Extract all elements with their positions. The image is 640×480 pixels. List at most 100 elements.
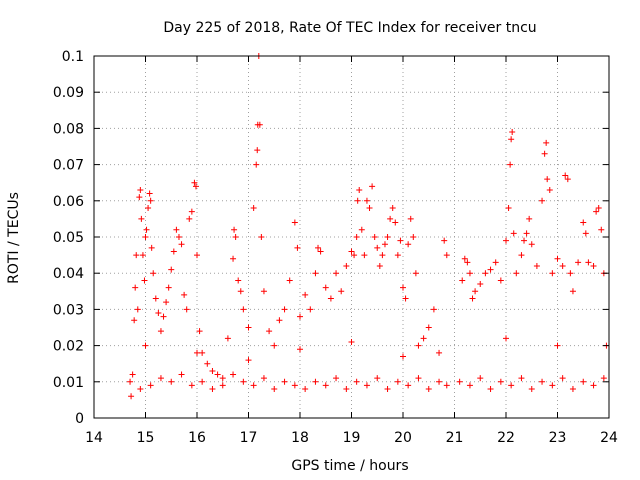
x-tick-label: 16 [188, 430, 206, 446]
data-point [590, 262, 597, 269]
data-point [351, 252, 358, 259]
data-point [523, 230, 530, 237]
data-point [194, 349, 200, 356]
data-point [204, 360, 211, 367]
data-point [392, 219, 399, 226]
data-point [175, 234, 182, 240]
data-point [356, 186, 363, 193]
data-point [554, 342, 561, 349]
data-point [461, 255, 468, 262]
data-point [521, 237, 528, 244]
data-point [343, 262, 350, 269]
data-point [127, 378, 134, 385]
data-point [271, 386, 278, 393]
x-tick-label: 14 [85, 430, 103, 446]
data-point [559, 262, 566, 269]
data-point [237, 288, 244, 295]
x-tick-label: 19 [343, 430, 361, 446]
data-point [143, 226, 150, 233]
data-point [466, 270, 473, 277]
data-point [405, 382, 412, 389]
data-point [260, 288, 267, 295]
data-point [142, 234, 149, 240]
data-point [526, 215, 533, 222]
data-point [353, 234, 360, 240]
data-point [528, 241, 535, 248]
data-point [139, 252, 146, 259]
data-point [138, 215, 145, 222]
x-tick-label: 21 [446, 430, 464, 446]
data-point [598, 226, 605, 233]
data-point [381, 241, 388, 248]
data-point [224, 335, 231, 342]
data-point [291, 382, 298, 389]
data-point [188, 208, 195, 215]
data-point [508, 382, 515, 389]
data-point [302, 386, 309, 393]
data-point [219, 375, 226, 382]
data-point [477, 281, 484, 288]
data-point [160, 313, 167, 320]
data-point [250, 205, 257, 212]
data-point [168, 378, 175, 385]
data-point [387, 215, 394, 222]
data-point [376, 262, 383, 269]
data-point [231, 226, 238, 233]
data-point [459, 277, 466, 284]
data-point [129, 371, 136, 378]
data-point [240, 378, 247, 385]
data-point [137, 186, 144, 193]
data-point [258, 234, 265, 240]
data-point [170, 248, 177, 255]
data-point [194, 252, 200, 259]
data-point [369, 183, 376, 190]
data-point [466, 382, 473, 389]
data-point [358, 226, 365, 233]
data-point [394, 252, 401, 259]
data-point [235, 277, 242, 284]
y-tick-label: 0.1 [62, 49, 84, 65]
data-point [240, 306, 247, 313]
data-point [219, 382, 226, 389]
data-point [564, 176, 571, 183]
data-point [374, 244, 381, 251]
data-point [315, 244, 322, 251]
data-point [209, 367, 216, 374]
data-point [436, 349, 443, 356]
data-point [541, 150, 548, 157]
x-tick-label: 15 [137, 430, 155, 446]
x-tick-label: 22 [497, 430, 515, 446]
data-point [487, 266, 494, 273]
data-point [178, 371, 185, 378]
data-point [338, 288, 345, 295]
data-point [199, 378, 206, 385]
data-point [562, 172, 569, 179]
x-tick-labels: 14 15 16 17 18 19 20 21 22 23 24 [85, 430, 618, 446]
data-point [266, 328, 273, 335]
data-point [361, 252, 368, 259]
plot-markers [127, 53, 610, 400]
data-point [412, 270, 419, 277]
data-point [136, 194, 143, 201]
data-point [593, 208, 600, 215]
data-point [497, 378, 504, 385]
y-tick-label: 0.03 [53, 302, 84, 318]
data-point [137, 386, 144, 393]
data-point [487, 386, 494, 393]
data-point [131, 317, 138, 324]
data-point [147, 382, 154, 389]
data-point [312, 378, 319, 385]
data-point [322, 284, 329, 291]
data-point [148, 244, 155, 251]
data-point [503, 335, 509, 342]
data-point [441, 237, 448, 244]
y-tick-label: 0.06 [53, 194, 84, 210]
data-point [464, 259, 471, 266]
data-point [575, 259, 582, 266]
data-point [400, 284, 406, 291]
data-point [141, 277, 148, 284]
y-tick-label: 0.04 [53, 266, 84, 282]
data-point [405, 241, 412, 248]
x-tick-label: 23 [549, 430, 567, 446]
